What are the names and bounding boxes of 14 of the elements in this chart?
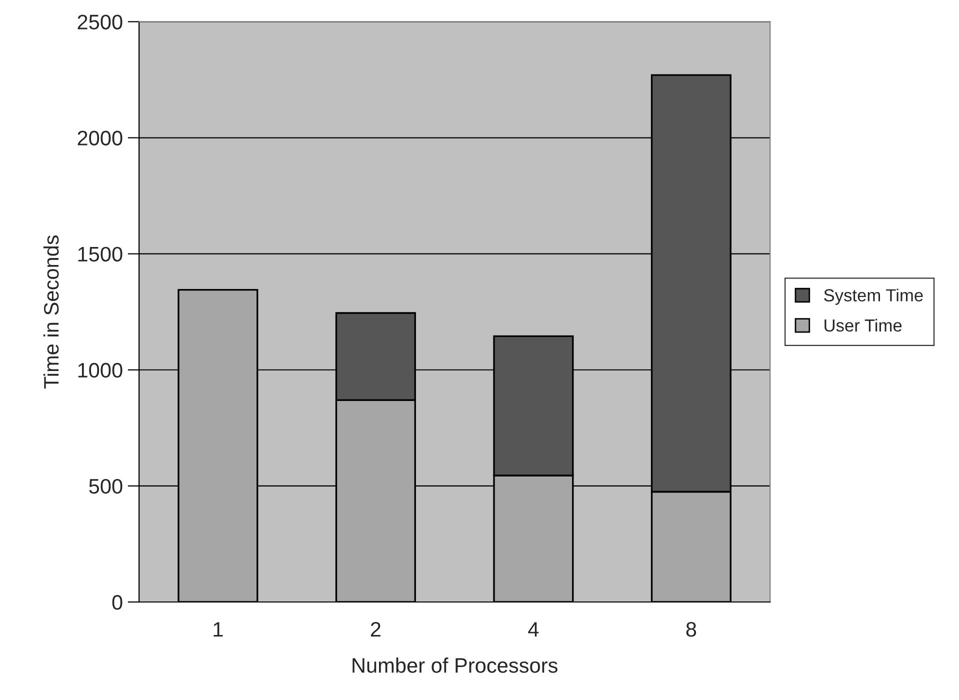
- y-tick-label: 1500: [78, 246, 122, 262]
- x-axis-title: Number of Processors: [352, 658, 558, 673]
- y-tick-label: 0: [112, 595, 122, 610]
- x-tick-label: 8: [686, 622, 696, 637]
- y-tick-label: 2000: [78, 130, 122, 146]
- y-tick-label: 1000: [78, 362, 122, 378]
- legend-label: User Time: [824, 318, 902, 332]
- x-tick-label: 2: [370, 622, 380, 637]
- x-tick-label: 1: [214, 622, 223, 637]
- y-tick-label: 2500: [78, 14, 122, 30]
- y-axis-title: Time in Seconds: [43, 235, 59, 389]
- x-tick-label: 4: [528, 622, 539, 637]
- y-tick-label: 500: [89, 478, 122, 494]
- legend-label: System Time: [824, 288, 923, 305]
